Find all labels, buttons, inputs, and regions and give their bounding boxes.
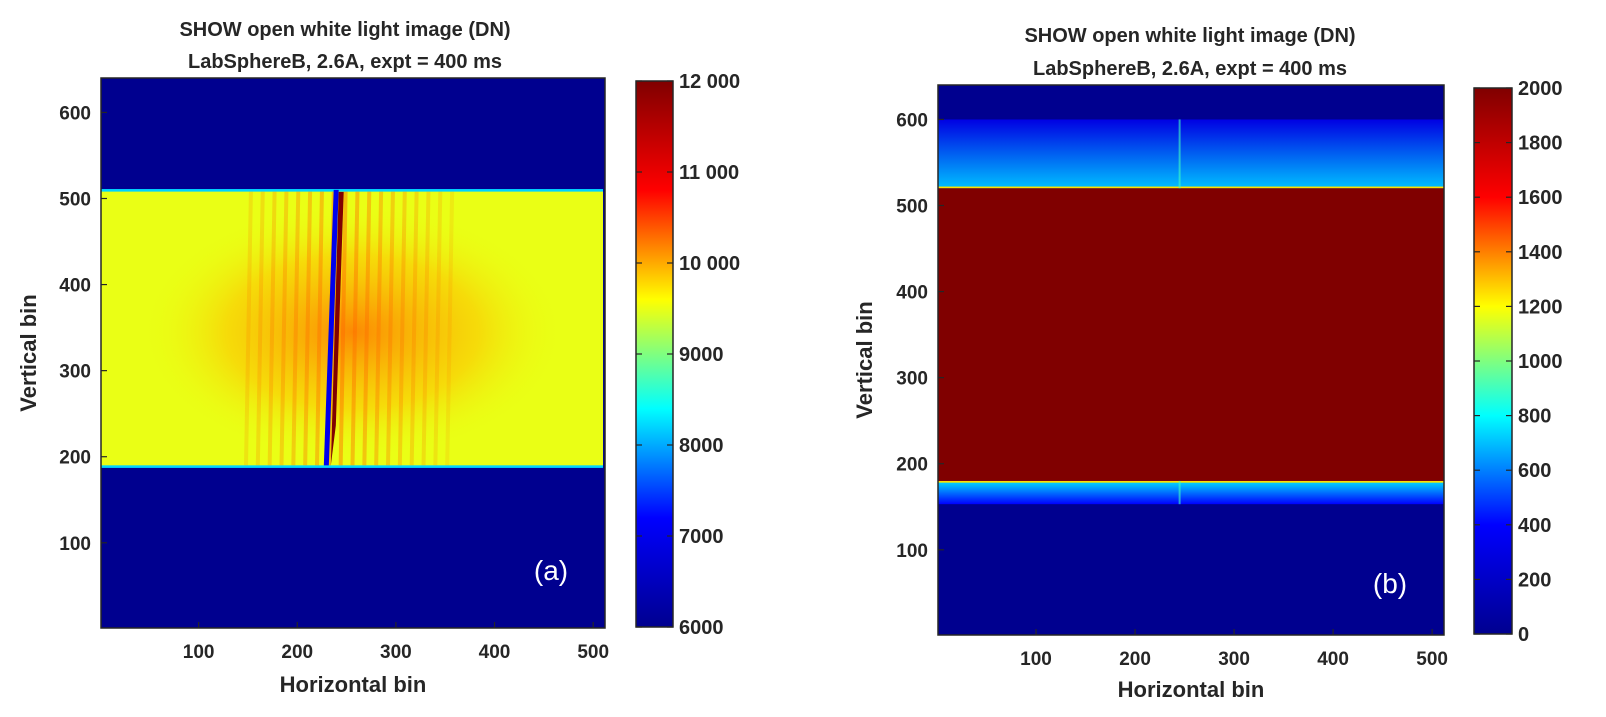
fringe-line <box>291 191 301 466</box>
fringe-line <box>279 191 289 466</box>
colorbar-tick-label: 1800 <box>1518 133 1563 155</box>
x-tick-label: 200 <box>281 642 313 663</box>
y-tick-label: 400 <box>59 276 91 297</box>
band-edge-bottom <box>938 480 1444 483</box>
chart-a-x-ticks: 100 200 300 400 500 <box>183 622 609 663</box>
chart-a-xlabel: Horizontal bin <box>280 672 427 697</box>
fringe-line <box>315 191 324 466</box>
y-tick-label: 300 <box>896 369 928 390</box>
chart-b: SHOW open white light image (DN) LabSphe… <box>852 25 1563 702</box>
fringe-line <box>362 191 372 466</box>
x-tick-label: 400 <box>1317 649 1349 670</box>
fringe-line <box>350 191 360 466</box>
fringe-line <box>243 191 253 466</box>
fringe-line <box>397 191 407 466</box>
fringe-line <box>445 191 455 466</box>
chart-a-panel-label: (a) <box>534 555 568 586</box>
y-tick-label: 500 <box>59 190 91 211</box>
chart-b-subtitle: LabSphereB, 2.6A, expt = 400 ms <box>1033 58 1347 80</box>
colorbar-tick-label: 8000 <box>679 435 724 457</box>
x-tick-label: 200 <box>1119 649 1151 670</box>
fringe-line <box>409 191 419 466</box>
lower-stray-light <box>938 480 1444 505</box>
y-tick-label: 200 <box>896 455 928 476</box>
colorbar-tick-label: 2000 <box>1518 78 1563 100</box>
y-tick-label: 200 <box>59 448 91 469</box>
chart-b-image <box>938 85 1444 635</box>
central-brightening <box>141 204 564 460</box>
y-tick-label: 600 <box>896 110 928 131</box>
chart-b-xlabel: Horizontal bin <box>1118 677 1265 702</box>
x-tick-label: 500 <box>1416 649 1448 670</box>
colorbar-tick-label: 0 <box>1518 624 1529 646</box>
fringe-line <box>338 191 348 466</box>
colorbar-tick-label: 200 <box>1518 569 1551 591</box>
x-tick-label: 400 <box>479 642 511 663</box>
band-edge-top <box>938 186 1444 189</box>
x-tick-label: 100 <box>1020 649 1052 670</box>
y-tick-label: 400 <box>896 283 928 304</box>
colorbar-tick-label: 12 000 <box>679 71 740 93</box>
diagonal-bright-stripe <box>330 191 344 466</box>
fringe-line <box>386 191 395 466</box>
fringe-line <box>255 191 265 466</box>
fringe-line <box>374 191 384 466</box>
chart-b-colorbar <box>1473 87 1513 635</box>
fringe-line <box>433 191 443 466</box>
x-tick-label: 100 <box>183 642 215 663</box>
colorbar-tick-label: 9000 <box>679 344 724 366</box>
y-tick-label: 100 <box>896 541 928 562</box>
y-tick-label: 600 <box>59 103 91 124</box>
chart-b-x-ticks: 100 200 300 400 500 <box>1020 629 1448 670</box>
colorbar-tick-label: 7000 <box>679 526 724 548</box>
chart-b-plot-frame <box>937 84 1445 636</box>
diagonal-dark-stripe <box>323 189 339 466</box>
colorbar-tick-label: 6000 <box>679 617 724 639</box>
colorbar-tick-label: 1600 <box>1518 187 1563 209</box>
chart-a: SHOW open white light image (DN) LabSphe… <box>16 19 740 697</box>
x-tick-label: 300 <box>1218 649 1250 670</box>
colorbar-tick-label: 11 000 <box>679 162 739 184</box>
chart-a-colorbar <box>635 80 674 628</box>
fringe-line <box>267 191 277 466</box>
colorbar-tick-label: 1200 <box>1518 296 1563 318</box>
x-tick-label: 300 <box>380 642 412 663</box>
saturated-band <box>938 188 1444 481</box>
upper-stray-light <box>938 119 1444 189</box>
y-tick-label: 100 <box>59 534 91 555</box>
chart-a-y-ticks: 100 200 300 400 500 600 <box>59 103 107 555</box>
colorbar-tick-label: 1000 <box>1518 351 1563 373</box>
chart-a-subtitle: LabSphereB, 2.6A, expt = 400 ms <box>188 51 502 73</box>
fringe-line <box>421 191 431 466</box>
chart-a-title: SHOW open white light image (DN) <box>179 19 510 41</box>
x-tick-label: 500 <box>577 642 609 663</box>
chart-a-colorbar-ticks: 6000 7000 8000 9000 10 000 11 000 12 000 <box>636 71 740 639</box>
chart-a-image <box>101 78 605 628</box>
colorbar-tick-label: 600 <box>1518 460 1551 482</box>
y-tick-label: 300 <box>59 362 91 383</box>
colorbar-tick-label: 400 <box>1518 515 1551 537</box>
y-tick-label: 500 <box>896 197 928 218</box>
colorbar-tick-label: 10 000 <box>679 253 740 275</box>
chart-b-title: SHOW open white light image (DN) <box>1024 25 1355 47</box>
colorbar-tick-label: 1400 <box>1518 242 1563 264</box>
chart-b-colorbar-ticks: 0 200 400 600 800 1000 1200 1400 1600 1800 2000 <box>1474 78 1563 646</box>
chart-a-plot-frame <box>100 77 606 629</box>
chart-b-panel-label: (b) <box>1373 568 1407 599</box>
chart-b-y-ticks: 100 200 300 400 500 600 <box>896 110 944 562</box>
chart-b-ylabel: Vertical bin <box>852 301 877 418</box>
colorbar-tick-label: 800 <box>1518 406 1551 428</box>
fringe-line <box>303 191 313 466</box>
chart-a-ylabel: Vertical bin <box>16 294 41 411</box>
